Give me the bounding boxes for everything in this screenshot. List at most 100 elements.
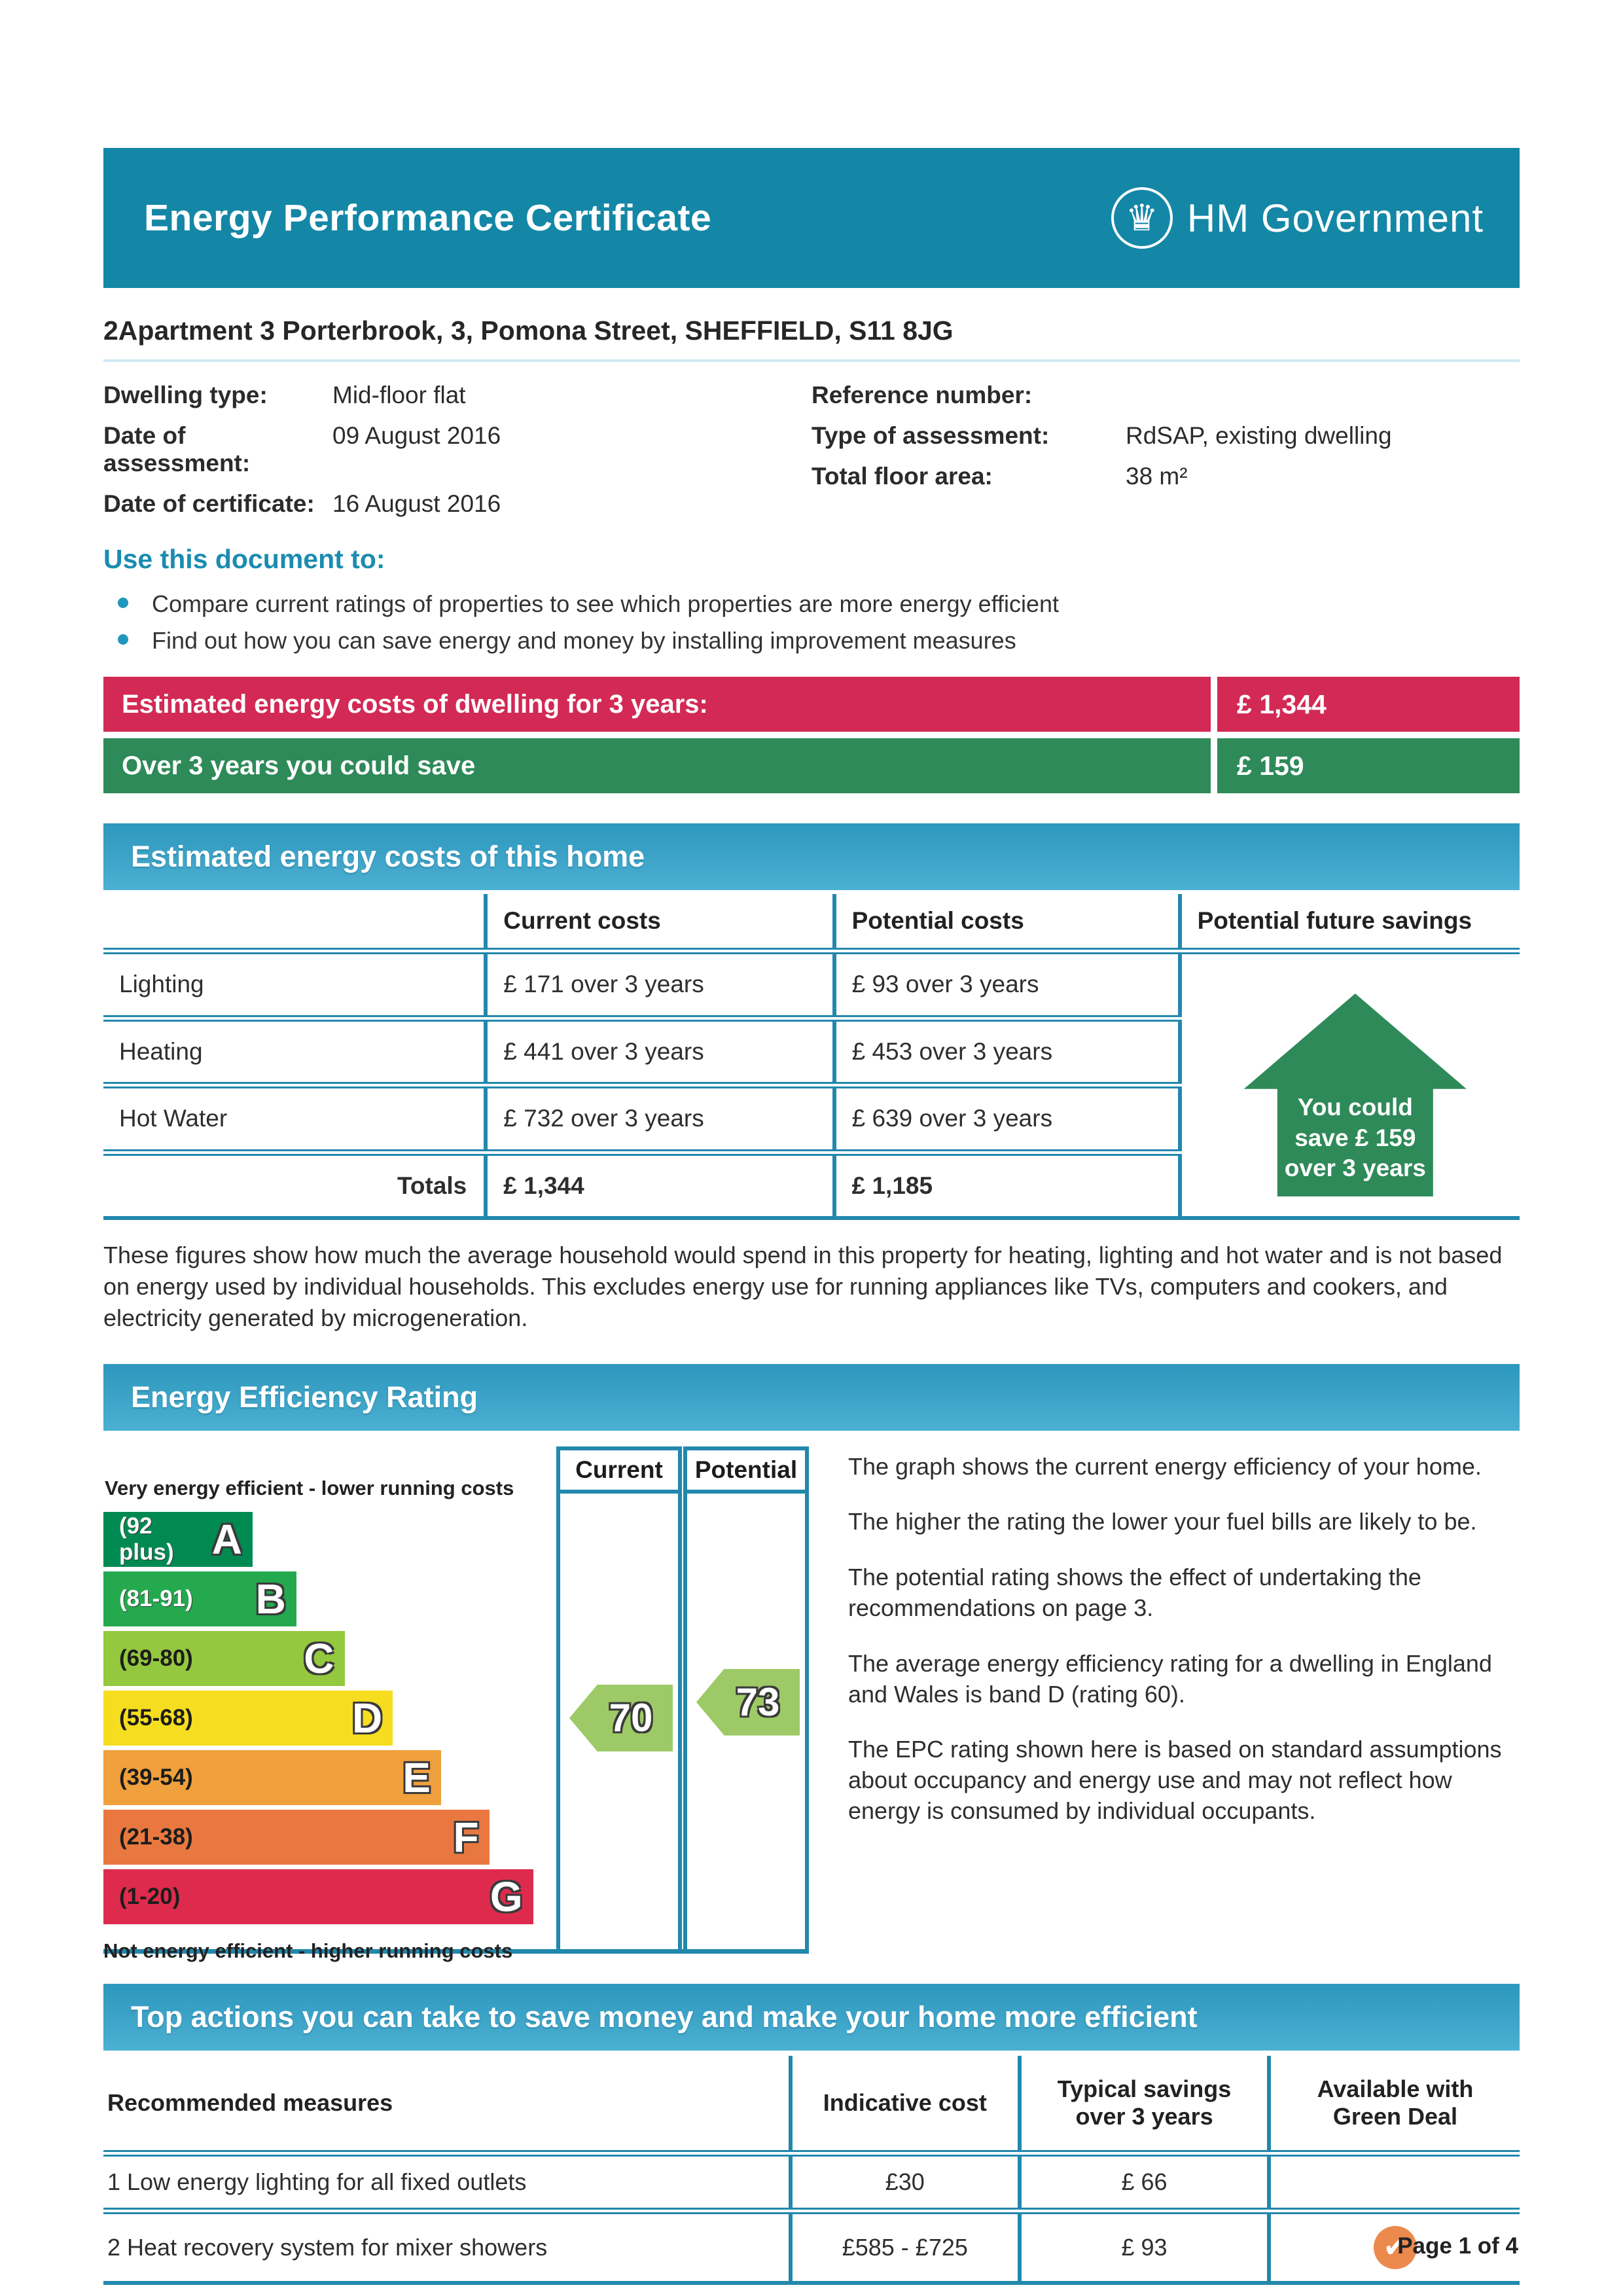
measure-cost: £585 - £725 [788, 2207, 1020, 2283]
bullet-text: Compare current ratings of properties to… [152, 590, 1060, 617]
property-details-right: Reference number: Type of assessment: RdSA… [812, 382, 1520, 518]
epc-bands-side: Very energy efficient - lower running co… [103, 1446, 556, 1962]
detail-value [1126, 382, 1520, 409]
measure-green-deal [1266, 2149, 1520, 2211]
summary-bar-label: Estimated energy costs of dwelling for 3… [103, 677, 1211, 732]
epc-band-b: (81-91) B [103, 1571, 296, 1626]
cost-row-label: Heating [103, 1014, 486, 1086]
detail-value: Mid-floor flat [332, 382, 466, 408]
actions-table-body: 1 Low energy lighting for all fixed outl… [103, 2149, 1520, 2283]
rating-section-banner: Energy Efficiency Rating [103, 1363, 1520, 1431]
detail-value: 38 m² [1126, 463, 1188, 490]
epc-band-grade: C [304, 1634, 334, 1682]
costs-section-banner: Estimated energy costs of this home [103, 823, 1520, 890]
epc-bottom-label: Not energy efficient - higher running co… [103, 1939, 513, 1962]
epc-band-row: (55-68) D [103, 1690, 542, 1746]
cost-row-potential: £ 639 over 3 years [832, 1082, 1180, 1153]
epc-current-column-body: 70 [560, 1494, 678, 1949]
epc-band-grade: E [402, 1753, 431, 1801]
cost-summary-bars: Estimated energy costs of dwelling for 3… [103, 677, 1520, 793]
property-details: Dwelling type: Mid-floor flat Date of asse… [103, 382, 1520, 518]
detail-label: Total floor area: [812, 463, 993, 490]
epc-band-list: (92 plus) A (81-91) B (69-80) C (55-68) D (39-54… [103, 1511, 542, 1929]
use-document-bullet-list: Compare current ratings of properties to… [103, 590, 1520, 655]
rating-paragraph: The higher the rating the lower your fue… [848, 1508, 1477, 1535]
actions-header-cost: Indicative cost [788, 2055, 1020, 2153]
costs-header-blank [103, 894, 486, 951]
summary-bar-value: £ 1,344 [1217, 677, 1520, 732]
costs-totals-row: Totals £ 1,344 £ 1,185 [103, 1149, 1520, 1218]
cost-row-current: £ 171 over 3 years [484, 948, 834, 1018]
measure-cost: £30 [788, 2149, 1020, 2211]
savings-house-text: over 3 years [1284, 1154, 1426, 1181]
measure-green-deal: ✔ [1266, 2207, 1520, 2283]
detail-label: Type of assessment: [812, 422, 1050, 449]
bullet-item: Compare current ratings of properties to… [103, 590, 1520, 618]
epc-band-range: (39-54) [119, 1764, 193, 1790]
costs-footnote: These figures show how much the average … [103, 1242, 1503, 1331]
cost-row-current: £ 732 over 3 years [484, 1082, 834, 1153]
epc-band-range: (69-80) [119, 1645, 193, 1671]
epc-potential-column-body: 73 [687, 1494, 805, 1949]
rating-paragraph: The graph shows the current energy effic… [848, 1452, 1482, 1480]
energy-efficiency-rating-area: Very energy efficient - lower running co… [103, 1446, 1520, 1962]
savings-house-graphic: You could save £ 159 over 3 years [1243, 994, 1467, 1196]
epc-band-grade: A [211, 1515, 242, 1563]
royal-crest-icon: ♛ [1111, 187, 1173, 249]
potential-rating-arrow: 73 [696, 1668, 800, 1736]
summary-bar: Estimated energy costs of dwelling for 3… [103, 677, 1520, 732]
epc-band-grade: G [490, 1873, 523, 1920]
epc-band-range: (92 plus) [119, 1513, 174, 1565]
epc-band-row: (92 plus) A [103, 1511, 542, 1567]
bullet-item: Find out how you can save energy and mon… [103, 627, 1520, 655]
energy-costs-table: Current costs Potential costs Potential … [103, 894, 1520, 1220]
cost-row-potential: £ 453 over 3 years [832, 1014, 1180, 1086]
costs-table-row: Lighting £ 171 over 3 years £ 93 over 3 ye… [103, 948, 1520, 1218]
epc-rating-chart: Very energy efficient - lower running co… [103, 1446, 809, 1962]
costs-totals-current: £ 1,344 [484, 1149, 834, 1218]
summary-bar-label: Over 3 years you could save [103, 738, 1211, 793]
costs-table-row: Hot Water £ 732 over 3 years £ 639 over 3 … [103, 1082, 1520, 1153]
property-address: 2Apartment 3 Porterbrook, 3, Pomona Stre… [103, 315, 1520, 362]
bullet-dot-icon [118, 598, 128, 608]
cost-row-potential: £ 93 over 3 years [832, 948, 1180, 1018]
savings-house-text: You could [1297, 1094, 1413, 1121]
measure-row: 2 Heat recovery system for mixer showers… [103, 2207, 1520, 2283]
epc-potential-column-header: Potential [687, 1450, 805, 1494]
costs-table-body: Lighting £ 171 over 3 years £ 93 over 3 ye… [103, 948, 1520, 1218]
detail-label: Reference number: [812, 382, 1033, 408]
epc-potential-column: Potential 73 [683, 1446, 809, 1949]
epc-band-row: (1-20) G [103, 1869, 542, 1924]
measure-name: 2 Heat recovery system for mixer showers [103, 2207, 791, 2283]
page-title: Energy Performance Certificate [144, 197, 712, 239]
epc-band-row: (39-54) E [103, 1749, 542, 1805]
measure-name: 1 Low energy lighting for all fixed outl… [103, 2149, 791, 2211]
current-rating-arrow: 70 [569, 1684, 673, 1751]
epc-current-column: Current 70 [556, 1446, 682, 1949]
costs-totals-potential: £ 1,185 [832, 1149, 1180, 1218]
measure-savings: £ 66 [1018, 2149, 1269, 2211]
actions-header-green-deal: Available with Green Deal [1266, 2055, 1520, 2153]
costs-totals-label: Totals [103, 1149, 486, 1218]
rating-paragraph: The average energy efficiency rating for… [848, 1649, 1492, 1708]
rating-paragraph: The potential rating shows the effect of… [848, 1564, 1421, 1622]
actions-header-measures: Recommended measures [107, 2089, 393, 2116]
epc-band-f: (21-38) F [103, 1809, 490, 1865]
future-savings-cell: You could save £ 159 over 3 years [1177, 948, 1520, 1218]
epc-band-range: (55-68) [119, 1704, 193, 1731]
epc-band-row: (81-91) B [103, 1571, 542, 1626]
summary-bar: Over 3 years you could save £ 159 [103, 738, 1520, 793]
property-details-left: Dwelling type: Mid-floor flat Date of asse… [103, 382, 812, 518]
detail-label: Date of certificate: [103, 490, 315, 517]
measure-savings: £ 93 [1018, 2207, 1269, 2283]
epc-band-g: (1-20) G [103, 1869, 533, 1924]
rating-paragraph: The EPC rating shown here is based on st… [848, 1736, 1502, 1824]
measure-row: 1 Low energy lighting for all fixed outl… [103, 2149, 1520, 2211]
epc-band-range: (81-91) [119, 1585, 193, 1611]
use-document-heading: Use this document to: [103, 544, 385, 574]
epc-band-row: (69-80) C [103, 1630, 542, 1686]
costs-header-current: Current costs [484, 894, 834, 951]
detail-label: Dwelling type: [103, 382, 268, 408]
actions-header-savings: Typical savings over 3 years [1018, 2055, 1269, 2153]
